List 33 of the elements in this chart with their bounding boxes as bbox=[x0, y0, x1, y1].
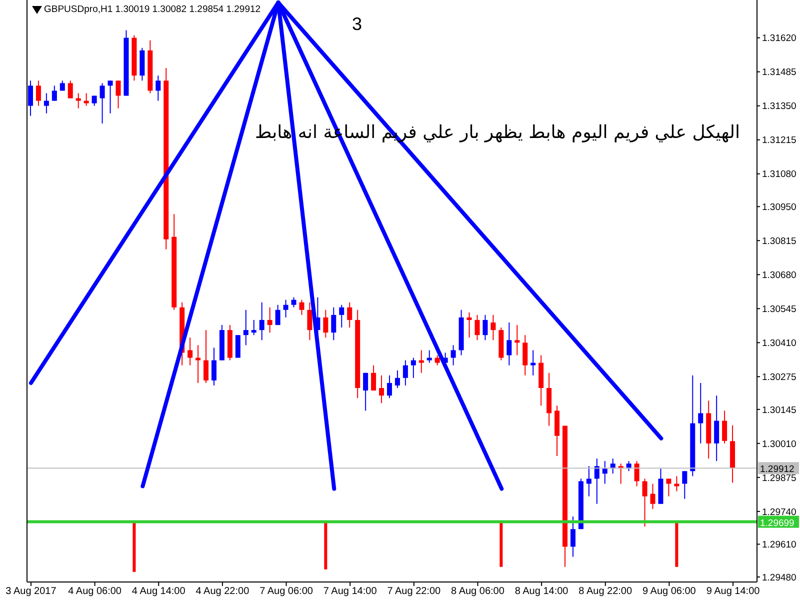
x-tick-label: 4 Aug 14:00 bbox=[132, 586, 186, 597]
x-tick-label: 9 Aug 14:00 bbox=[706, 586, 760, 597]
y-tick-label: 1.29480 bbox=[762, 572, 796, 584]
y-tick-label: 1.30545 bbox=[762, 304, 796, 316]
x-tick-label: 7 Aug 14:00 bbox=[323, 586, 378, 597]
y-tick-label: 1.29610 bbox=[762, 540, 796, 551]
y-tick-label: 1.31080 bbox=[762, 169, 796, 180]
x-tick-label: 7 Aug 22:00 bbox=[387, 586, 442, 597]
y-tick-label: 1.31620 bbox=[762, 33, 796, 44]
y-tick-label: 1.31350 bbox=[762, 101, 796, 112]
y-tick-label: 1.30680 bbox=[762, 270, 796, 281]
ref-line-label: 1.29912 bbox=[760, 464, 794, 476]
y-tick-label: 1.30275 bbox=[762, 372, 796, 384]
x-tick-label: 9 Aug 06:00 bbox=[642, 586, 696, 597]
y-tick-label: 1.30950 bbox=[762, 202, 796, 213]
x-tick-label: 8 Aug 06:00 bbox=[451, 586, 505, 597]
x-tick-label: 7 Aug 06:00 bbox=[260, 586, 314, 597]
y-tick-label: 1.30815 bbox=[762, 236, 796, 247]
y-tick-label: 1.29740 bbox=[762, 506, 796, 518]
x-tick-label: 8 Aug 22:00 bbox=[578, 586, 632, 597]
x-tick-label: 3 Aug 2017 bbox=[6, 586, 57, 597]
y-tick-label: 1.30010 bbox=[762, 438, 796, 450]
ref-line-label: 1.29699 bbox=[760, 518, 794, 529]
x-tick-label: 8 Aug 14:00 bbox=[514, 586, 569, 597]
text: GBPUSDpro,H1 1.30019 1.30082 1.29854 1.29912 bbox=[44, 4, 261, 15]
annotation: 3 bbox=[352, 14, 362, 35]
y-tick-label: 1.31215 bbox=[762, 135, 796, 146]
x-tick-label: 4 Aug 22:00 bbox=[196, 586, 250, 597]
y-tick-label: 1.31485 bbox=[762, 67, 796, 78]
x-tick-label: 4 Aug 06:00 bbox=[68, 586, 122, 597]
y-tick-label: 1.30145 bbox=[762, 404, 796, 416]
y-tick-label: 1.29875 bbox=[762, 472, 796, 484]
y-tick-label: 1.30410 bbox=[762, 338, 796, 350]
